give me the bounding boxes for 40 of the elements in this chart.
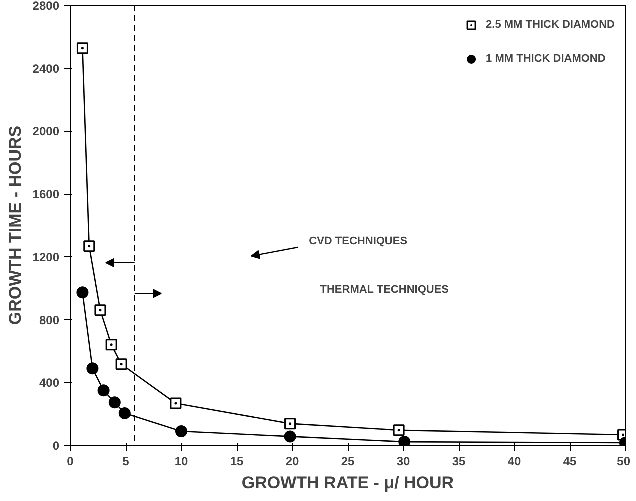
y-tick-label: 2800 [32, 0, 60, 13]
point [118, 407, 131, 420]
point [94, 304, 106, 316]
y-tick-label: 400 [39, 376, 60, 390]
annotation: THERMAL TECHNIQUES [320, 284, 449, 296]
x-axis-title: GROWTH RATE - μ/ HOUR [242, 474, 454, 492]
y-tick-label: 2400 [32, 62, 60, 76]
y-tick-label: 1200 [32, 250, 60, 264]
point [393, 424, 405, 436]
point [106, 339, 118, 351]
x-tick-label: 25 [341, 454, 355, 468]
point [86, 362, 99, 375]
point [176, 426, 188, 438]
point [284, 430, 296, 443]
x-tick-label: 40 [508, 454, 522, 468]
x-tick-label: 5 [122, 454, 130, 468]
y-tick-label: 2000 [32, 124, 60, 139]
x-tick-label: 10 [174, 454, 188, 468]
x-tick-label: 50 [617, 454, 631, 468]
x-tick-label: 20 [286, 454, 300, 468]
x-tick-label: 45 [563, 454, 577, 468]
point [76, 42, 88, 54]
y-tick-label: 0 [52, 439, 60, 453]
x-tick-label: 0 [67, 454, 74, 468]
x-tick-label: 30 [396, 454, 410, 468]
point [98, 384, 110, 397]
point [116, 358, 128, 370]
point [108, 396, 121, 409]
legend-label: 1 MM THICK DIAMOND [486, 53, 606, 65]
y-tick-label: 800 [39, 313, 60, 328]
legend-label: 2.5 MM THICK DIAMOND [486, 19, 615, 31]
annotation: CVD TECHNIQUES [309, 236, 408, 248]
x-tick-label: 35 [452, 454, 466, 468]
point [84, 240, 96, 252]
y-tick-label: 1600 [32, 188, 60, 202]
x-tick-label: 15 [230, 454, 244, 468]
y-axis-title: GROWTH TIME - HOURS [6, 126, 25, 326]
point [76, 286, 89, 299]
point [170, 398, 182, 410]
point [284, 418, 296, 430]
